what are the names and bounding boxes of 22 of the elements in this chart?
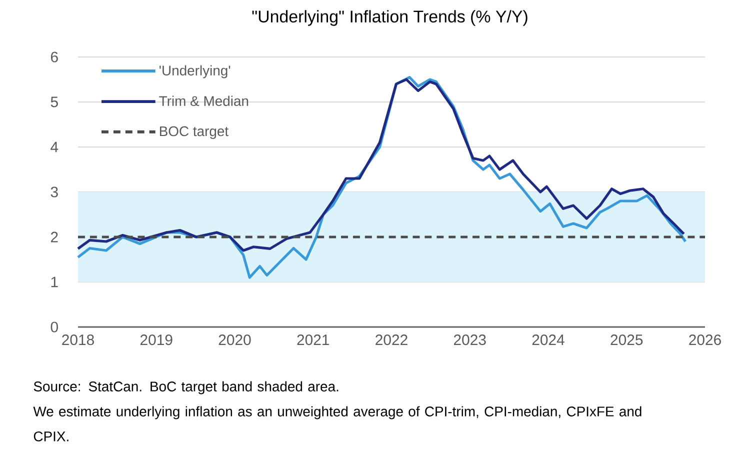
legend-label: 'Underlying'	[160, 65, 230, 78]
x-tick-label: 2024	[532, 334, 564, 346]
source-note: Source: StatCan. BoC target band shaded area.	[34, 381, 338, 394]
y-tick-label: 3	[50, 186, 58, 198]
x-tick-label: 2021	[297, 334, 330, 346]
y-tick-label: 1	[51, 276, 58, 288]
x-tick-label: 2018	[62, 334, 94, 346]
y-tick-label: 4	[50, 142, 58, 152]
x-tick-label: 2025	[610, 334, 643, 346]
y-tick-label: 0	[50, 322, 58, 332]
x-tick-label: 2023	[454, 334, 486, 346]
y-tick-label: 2	[50, 232, 58, 242]
x-tick-label: 2022	[376, 334, 408, 346]
text: We estimate underlying inflation as an unweighted average of CPI-trim, CPI-median, CPIxFE and CPIX.	[33, 406, 642, 442]
legend-label: Trim & Median	[159, 96, 248, 106]
x-tick-label: 2020	[218, 334, 251, 346]
x-tick-label: 2026	[689, 334, 721, 346]
legend-label: BOC target	[160, 126, 228, 139]
x-tick-label: 2019	[140, 334, 172, 346]
y-tick-label: 5	[50, 96, 58, 108]
y-tick-label: 6	[50, 52, 58, 62]
chart-title: "Underlying" Inflation Trends (% Y/Y)	[252, 10, 528, 26]
